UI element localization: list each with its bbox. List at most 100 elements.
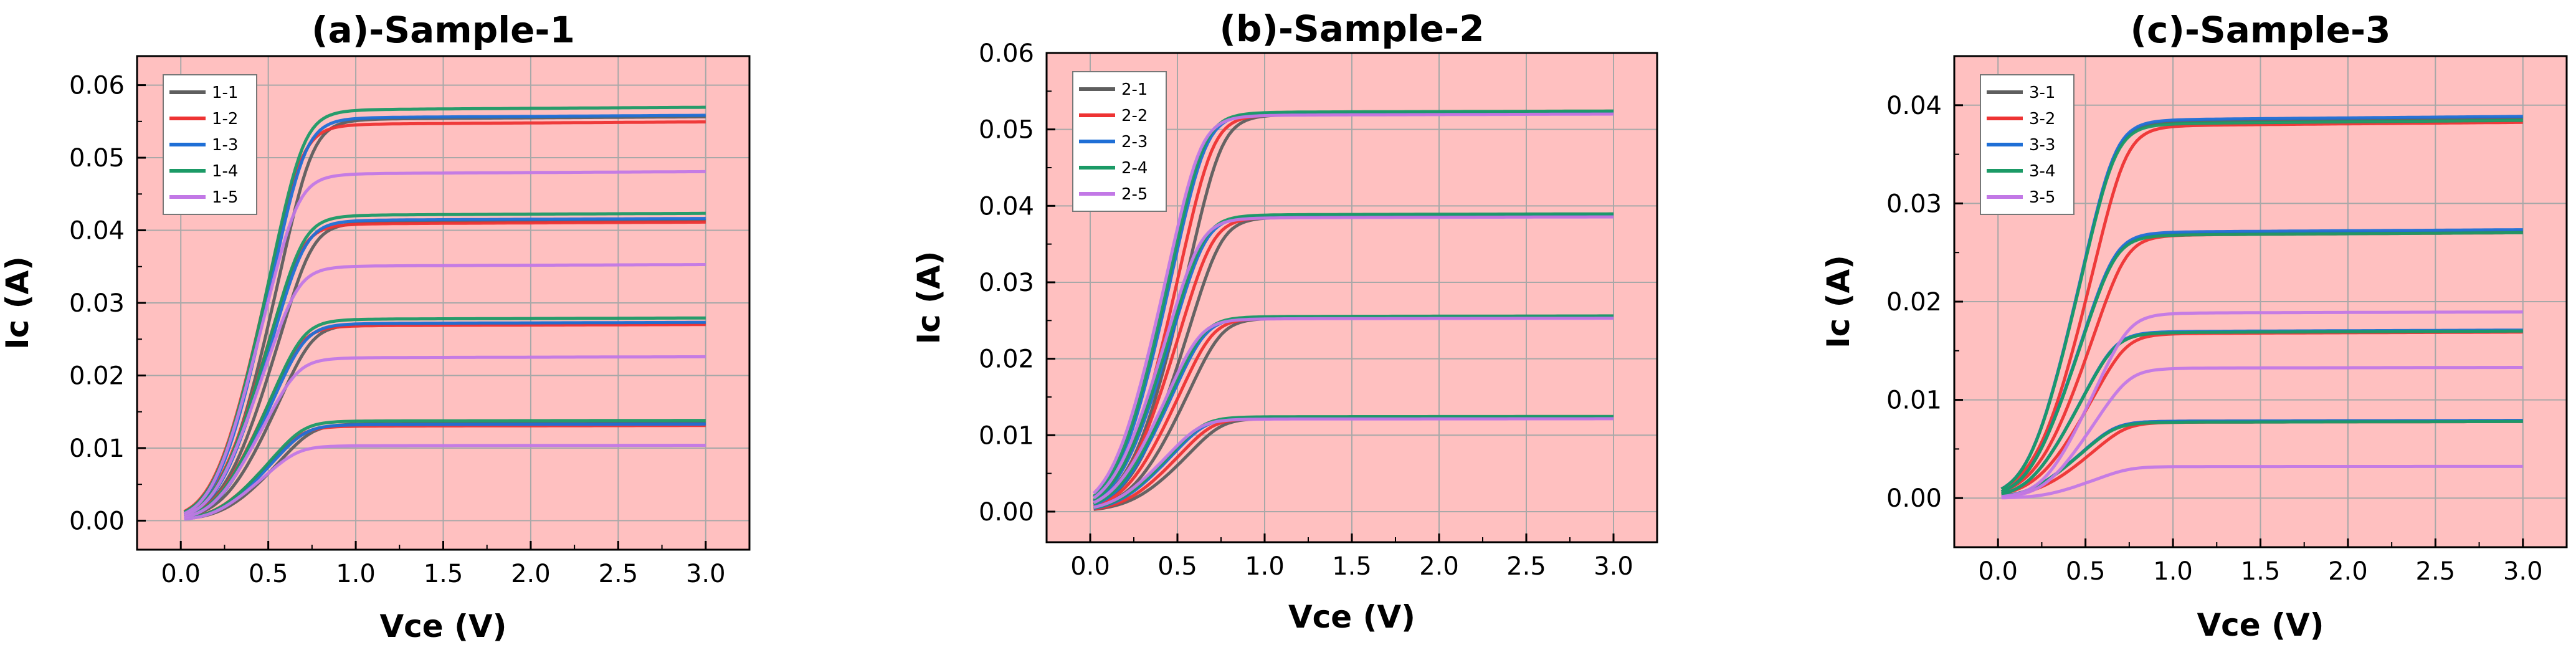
x-axis: 0.0 0.5 1.0 1.5 2.0 2.5 3.0 — [1978, 538, 2543, 586]
y-tick-label: 0.00 — [979, 498, 1034, 527]
chart-panel-3: 0.0 0.5 1.0 1.5 2.0 2.5 3.00.000.010.020.030.0… — [1820, 9, 2568, 643]
legend: 2-1 2-2 2-3 2-4 2-5 — [1072, 71, 1167, 212]
x-tick-label: 2.0 — [1419, 552, 1459, 581]
series-line-3-4-4 — [2000, 118, 2523, 490]
x-axis-label: Vce (V) — [2197, 607, 2324, 643]
series-line-1-3-4 — [183, 113, 706, 515]
y-axis-label: Ic (A) — [911, 251, 947, 344]
legend-label-3-3: 3-3 — [2029, 136, 2055, 155]
series-line-2-4-4 — [1092, 109, 1614, 498]
y-tick-label: 0.01 — [1886, 386, 1942, 415]
x-tick-label: 0.0 — [161, 560, 201, 588]
series-line-2-5-3 — [1093, 215, 1614, 500]
curves — [1092, 109, 1614, 511]
series-line-2-4-3 — [1093, 212, 1614, 502]
chart-title: (c)-Sample-3 — [2131, 9, 2391, 51]
y-axis-label: Ic (A) — [0, 256, 36, 350]
x-tick-label: 0.5 — [1157, 552, 1197, 581]
y-tick-label: 0.04 — [69, 217, 125, 246]
series-line-3-5-1 — [2001, 464, 2523, 500]
legend-label-1-5: 1-5 — [212, 188, 238, 207]
series-line-1-5-1 — [184, 444, 706, 521]
series-line-2-5-2 — [1093, 317, 1614, 504]
curves — [183, 105, 706, 521]
series-line-1-4-3 — [183, 211, 706, 516]
series-line-1-3-2 — [184, 320, 706, 519]
series-line-2-5-4 — [1092, 112, 1614, 495]
x-tick-label: 3.0 — [2503, 557, 2543, 586]
x-tick-label: 1.5 — [2241, 557, 2281, 586]
x-axis: 0.0 0.5 1.0 1.5 2.0 2.5 3.0 — [1070, 533, 1633, 581]
series-line-1-3-3 — [183, 217, 706, 517]
x-tick-label: 3.0 — [686, 560, 726, 588]
chart-title: (a)-Sample-1 — [311, 9, 575, 51]
legend: 1-1 1-2 1-3 1-4 1-5 — [163, 74, 257, 215]
y-tick-label: 0.00 — [1886, 484, 1942, 513]
y-tick-label: 0.02 — [979, 345, 1034, 374]
y-tick-label: 0.03 — [69, 289, 125, 318]
legend-label-1-2: 1-2 — [212, 110, 238, 128]
x-tick-label: 0.5 — [249, 560, 288, 588]
series-line-3-2-4 — [2000, 120, 2523, 490]
legend-label-1-3: 1-3 — [212, 136, 238, 155]
x-tick-label: 1.5 — [1332, 552, 1372, 581]
series-line-3-5-2 — [2001, 366, 2523, 499]
x-tick-label: 1.0 — [1245, 552, 1285, 581]
y-tick-label: 0.02 — [1886, 288, 1942, 317]
y-tick-label: 0.04 — [1886, 92, 1942, 120]
series-line-1-5-4 — [183, 170, 706, 515]
series-line-3-5-3 — [2001, 310, 2523, 499]
legend-label-3-5: 3-5 — [2029, 188, 2055, 207]
legend-label-2-2: 2-2 — [1121, 107, 1148, 125]
x-tick-label: 1.0 — [336, 560, 376, 588]
legend-label-1-1: 1-1 — [212, 84, 238, 102]
x-axis-label: Vce (V) — [379, 608, 506, 644]
x-tick-label: 1.0 — [2153, 557, 2193, 586]
series-line-2-5-1 — [1093, 417, 1614, 509]
y-tick-label: 0.02 — [69, 361, 125, 390]
y-tick-label: 0.05 — [979, 116, 1034, 145]
y-tick-label: 0.06 — [69, 72, 125, 100]
x-tick-label: 3.0 — [1594, 552, 1633, 581]
series-line-1-4-2 — [184, 316, 706, 519]
curves — [2000, 115, 2523, 500]
x-tick-label: 2.0 — [511, 560, 551, 588]
series-line-1-5-2 — [184, 355, 706, 519]
x-tick-label: 2.5 — [1506, 552, 1546, 581]
series-line-3-4-2 — [2001, 329, 2523, 496]
x-tick-label: 0.0 — [1978, 557, 2018, 586]
x-tick-label: 2.5 — [2416, 557, 2456, 586]
series-line-2-4-2 — [1093, 314, 1614, 506]
series-line-1-5-3 — [183, 263, 706, 517]
series-line-3-4-1 — [2001, 419, 2523, 498]
x-tick-label: 0.0 — [1070, 552, 1110, 581]
y-tick-label: 0.04 — [979, 192, 1034, 221]
y-axis: 0.00 0.01 0.02 0.03 0.04 0.05 0.06 — [979, 39, 1055, 527]
legend-label-2-1: 2-1 — [1121, 80, 1148, 99]
series-line-1-4-4 — [183, 105, 706, 514]
legend-label-2-4: 2-4 — [1121, 159, 1148, 178]
legend-label-2-3: 2-3 — [1121, 133, 1148, 151]
x-axis-label: Vce (V) — [1288, 599, 1415, 635]
chart-panel-2: 0.0 0.5 1.0 1.5 2.0 2.5 3.00.000.010.020.030.0… — [911, 7, 1658, 635]
y-axis-label: Ic (A) — [1820, 255, 1856, 348]
y-axis: 0.00 0.01 0.02 0.03 0.04 — [1886, 92, 1963, 513]
y-axis: 0.00 0.01 0.02 0.03 0.04 0.05 0.06 — [69, 72, 146, 535]
x-tick-label: 0.5 — [2066, 557, 2106, 586]
x-tick-label: 2.5 — [599, 560, 639, 588]
grid — [137, 56, 749, 550]
legend: 3-1 3-2 3-3 3-4 3-5 — [1980, 74, 2075, 215]
y-tick-label: 0.01 — [69, 434, 125, 463]
series-line-3-4-3 — [2000, 231, 2523, 494]
y-tick-label: 0.03 — [979, 269, 1034, 297]
chart-title: (b)-Sample-2 — [1219, 7, 1484, 50]
legend-label-1-4: 1-4 — [212, 162, 238, 181]
series-line-1-4-1 — [184, 419, 706, 520]
y-tick-label: 0.05 — [69, 144, 125, 173]
legend-label-2-5: 2-5 — [1121, 185, 1148, 204]
x-tick-label: 1.5 — [424, 560, 463, 588]
legend-label-3-1: 3-1 — [2029, 84, 2055, 102]
x-tick-label: 2.0 — [2328, 557, 2368, 586]
legend-label-3-2: 3-2 — [2029, 110, 2055, 128]
